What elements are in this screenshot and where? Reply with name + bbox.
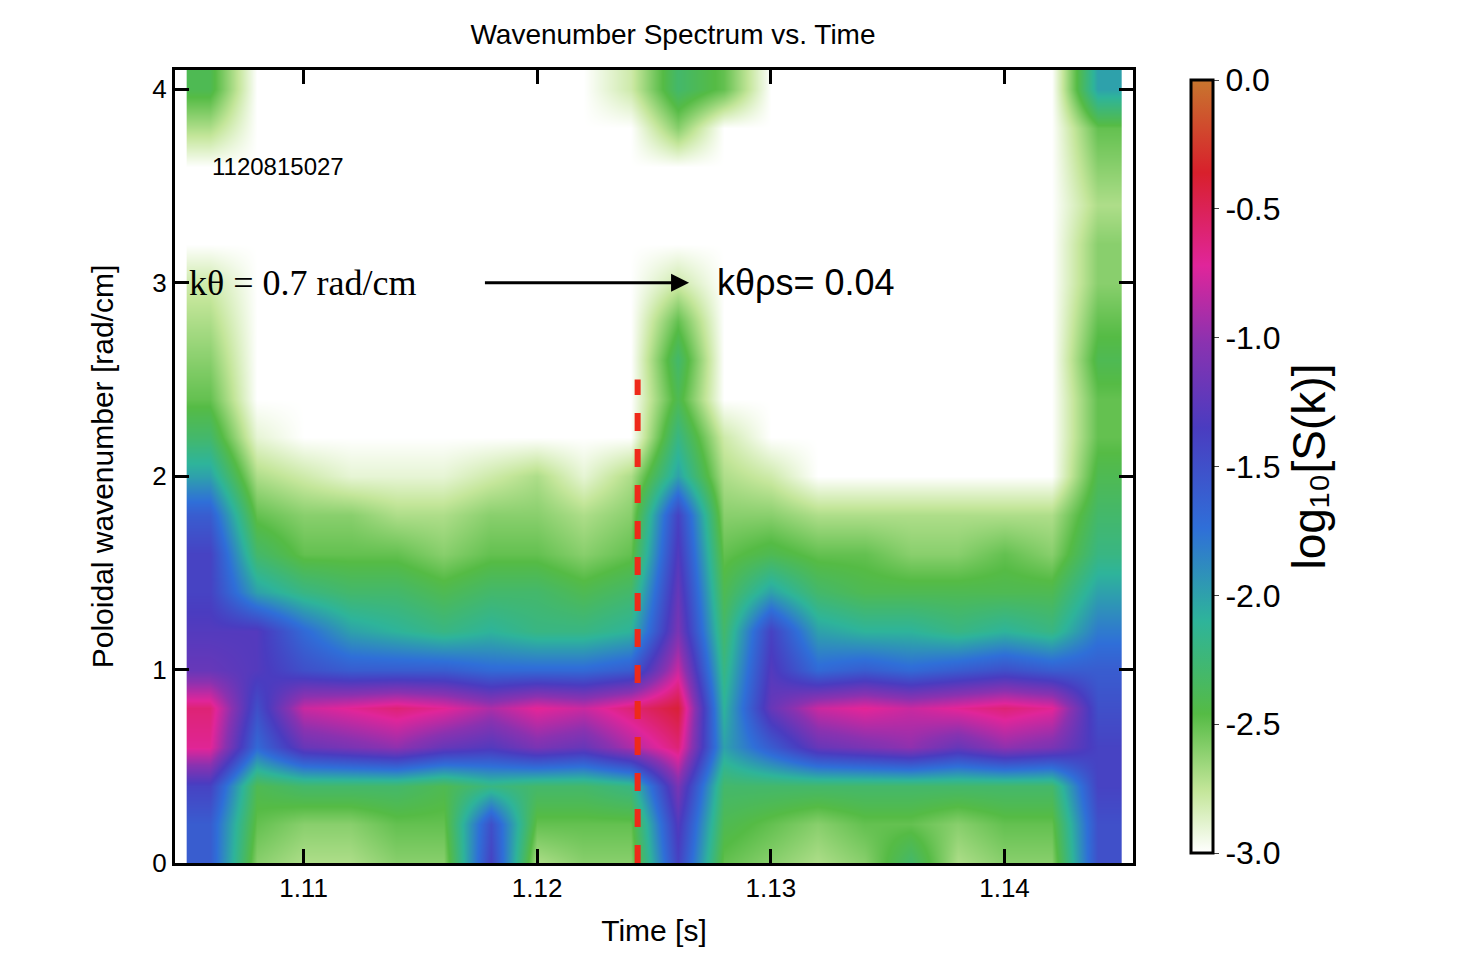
svg-text:-3.0: -3.0 (1225, 835, 1280, 871)
svg-text:3: 3 (152, 268, 166, 298)
svg-text:-2.5: -2.5 (1225, 706, 1280, 742)
svg-text:0.0: 0.0 (1225, 62, 1269, 98)
svg-text:Wavenumber Spectrum vs. Time: Wavenumber Spectrum vs. Time (470, 19, 875, 50)
svg-text:-2.0: -2.0 (1225, 578, 1280, 614)
svg-text:4: 4 (152, 74, 166, 104)
svg-text:kθρs= 0.04: kθρs= 0.04 (717, 262, 895, 303)
svg-text:-1.5: -1.5 (1225, 449, 1280, 485)
svg-text:1.12: 1.12 (512, 873, 563, 903)
svg-text:Time [s]: Time [s] (601, 914, 707, 947)
svg-text:1.11: 1.11 (279, 873, 328, 903)
svg-text:1.13: 1.13 (746, 873, 797, 903)
svg-text:1: 1 (152, 655, 166, 685)
svg-text:-0.5: -0.5 (1225, 191, 1280, 227)
svg-text:-1.0: -1.0 (1225, 320, 1280, 356)
svg-text:Poloidal wavenumber [rad/cm]: Poloidal wavenumber [rad/cm] (86, 265, 119, 669)
svg-text:log₁₀[S(k)]: log₁₀[S(k)] (1283, 364, 1335, 570)
svg-text:1.14: 1.14 (979, 873, 1030, 903)
svg-text:1120815027: 1120815027 (212, 153, 344, 180)
svg-text:0: 0 (152, 848, 166, 878)
svg-text:kθ = 0.7 rad/cm: kθ = 0.7 rad/cm (189, 263, 417, 303)
svg-text:2: 2 (152, 461, 166, 491)
